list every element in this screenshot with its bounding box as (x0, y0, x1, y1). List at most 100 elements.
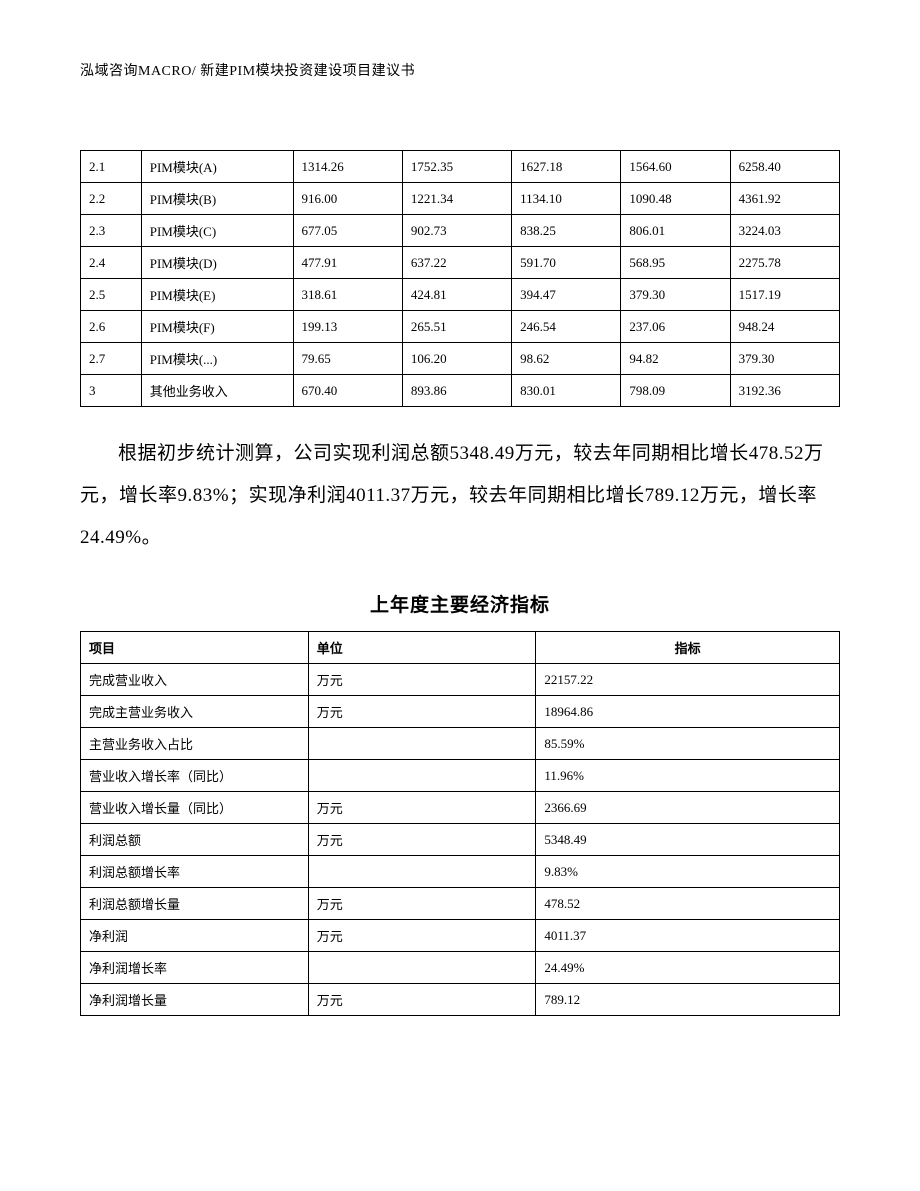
cell: 677.05 (293, 215, 402, 247)
cell: 1517.19 (730, 279, 839, 311)
document-header: 泓域咨询MACRO/ 新建PIM模块投资建设项目建议书 (80, 60, 840, 80)
cell: 916.00 (293, 183, 402, 215)
cell: PIM模块(...) (141, 343, 293, 375)
cell: 478.52 (536, 888, 840, 920)
cell: 5348.49 (536, 824, 840, 856)
table-row: 2.1 PIM模块(A) 1314.26 1752.35 1627.18 156… (81, 151, 840, 183)
header-cell: 指标 (536, 632, 840, 664)
cell: 1090.48 (621, 183, 730, 215)
cell: 2.7 (81, 343, 142, 375)
cell: PIM模块(E) (141, 279, 293, 311)
table-row: 2.7 PIM模块(...) 79.65 106.20 98.62 94.82 … (81, 343, 840, 375)
cell: 2275.78 (730, 247, 839, 279)
cell: 798.09 (621, 375, 730, 407)
cell (308, 760, 536, 792)
cell: 1314.26 (293, 151, 402, 183)
cell: 完成主营业务收入 (81, 696, 309, 728)
economic-indicators-table: 项目 单位 指标 完成营业收入 万元 22157.22 完成主营业务收入 万元 … (80, 631, 840, 1016)
cell: 2.3 (81, 215, 142, 247)
cell: 万元 (308, 696, 536, 728)
cell: 万元 (308, 920, 536, 952)
cell: 万元 (308, 984, 536, 1016)
table-row: 2.4 PIM模块(D) 477.91 637.22 591.70 568.95… (81, 247, 840, 279)
cell: 265.51 (402, 311, 511, 343)
cell: 477.91 (293, 247, 402, 279)
cell: 948.24 (730, 311, 839, 343)
cell: 1134.10 (512, 183, 621, 215)
table-row: 完成营业收入 万元 22157.22 (81, 664, 840, 696)
cell: 789.12 (536, 984, 840, 1016)
cell: 318.61 (293, 279, 402, 311)
cell: 完成营业收入 (81, 664, 309, 696)
cell: 24.49% (536, 952, 840, 984)
cell: 838.25 (512, 215, 621, 247)
cell: 净利润 (81, 920, 309, 952)
cell: 246.54 (512, 311, 621, 343)
cell: 637.22 (402, 247, 511, 279)
cell: 其他业务收入 (141, 375, 293, 407)
cell: 199.13 (293, 311, 402, 343)
cell: 2.2 (81, 183, 142, 215)
cell: 利润总额增长量 (81, 888, 309, 920)
cell: 591.70 (512, 247, 621, 279)
cell: 2.1 (81, 151, 142, 183)
table-row: 营业收入增长率（同比） 11.96% (81, 760, 840, 792)
table-row: 完成主营业务收入 万元 18964.86 (81, 696, 840, 728)
cell: 3 (81, 375, 142, 407)
pim-module-table: 2.1 PIM模块(A) 1314.26 1752.35 1627.18 156… (80, 150, 840, 407)
cell: 万元 (308, 664, 536, 696)
table-row: 利润总额 万元 5348.49 (81, 824, 840, 856)
table-row: 主营业务收入占比 85.59% (81, 728, 840, 760)
cell: 106.20 (402, 343, 511, 375)
cell: 11.96% (536, 760, 840, 792)
cell: PIM模块(C) (141, 215, 293, 247)
table-row: 营业收入增长量（同比） 万元 2366.69 (81, 792, 840, 824)
cell: 94.82 (621, 343, 730, 375)
header-cell: 单位 (308, 632, 536, 664)
cell: 424.81 (402, 279, 511, 311)
table-row: 2.3 PIM模块(C) 677.05 902.73 838.25 806.01… (81, 215, 840, 247)
cell: 3192.36 (730, 375, 839, 407)
cell: 2.6 (81, 311, 142, 343)
cell: PIM模块(D) (141, 247, 293, 279)
cell: 2366.69 (536, 792, 840, 824)
cell (308, 728, 536, 760)
cell: 670.40 (293, 375, 402, 407)
table-row: 净利润增长率 24.49% (81, 952, 840, 984)
cell: 2.5 (81, 279, 142, 311)
cell: 1564.60 (621, 151, 730, 183)
cell: 6258.40 (730, 151, 839, 183)
cell: 79.65 (293, 343, 402, 375)
cell (308, 952, 536, 984)
cell: 净利润增长率 (81, 952, 309, 984)
cell: 893.86 (402, 375, 511, 407)
cell: 568.95 (621, 247, 730, 279)
cell: 237.06 (621, 311, 730, 343)
header-cell: 项目 (81, 632, 309, 664)
cell: 98.62 (512, 343, 621, 375)
cell: 806.01 (621, 215, 730, 247)
cell: 4011.37 (536, 920, 840, 952)
cell: 利润总额 (81, 824, 309, 856)
cell: 2.4 (81, 247, 142, 279)
cell: 22157.22 (536, 664, 840, 696)
cell: 379.30 (621, 279, 730, 311)
cell (308, 856, 536, 888)
cell: PIM模块(A) (141, 151, 293, 183)
table-row: 2.6 PIM模块(F) 199.13 265.51 246.54 237.06… (81, 311, 840, 343)
cell: 1221.34 (402, 183, 511, 215)
cell: 830.01 (512, 375, 621, 407)
cell: 营业收入增长率（同比） (81, 760, 309, 792)
cell: PIM模块(B) (141, 183, 293, 215)
table-row: 净利润增长量 万元 789.12 (81, 984, 840, 1016)
table-row: 利润总额增长量 万元 478.52 (81, 888, 840, 920)
cell: 主营业务收入占比 (81, 728, 309, 760)
cell: 902.73 (402, 215, 511, 247)
cell: 394.47 (512, 279, 621, 311)
summary-paragraph: 根据初步统计测算，公司实现利润总额5348.49万元，较去年同期相比增长478.… (80, 433, 840, 558)
cell: PIM模块(F) (141, 311, 293, 343)
cell: 1752.35 (402, 151, 511, 183)
table-header-row: 项目 单位 指标 (81, 632, 840, 664)
table-row: 3 其他业务收入 670.40 893.86 830.01 798.09 319… (81, 375, 840, 407)
table-row: 2.2 PIM模块(B) 916.00 1221.34 1134.10 1090… (81, 183, 840, 215)
